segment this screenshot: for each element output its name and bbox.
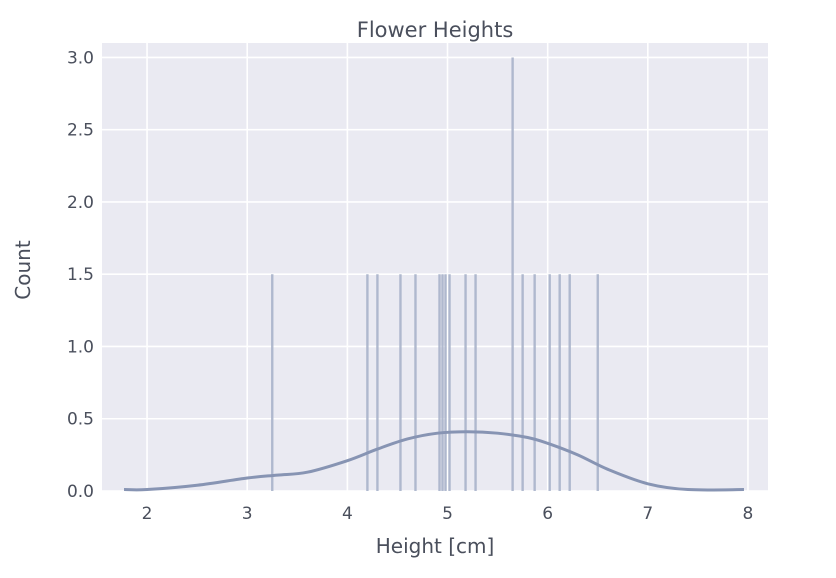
plot-area	[102, 43, 768, 491]
histogram-bar	[511, 57, 514, 492]
histogram-bar	[376, 274, 379, 491]
x-axis-label: Height [cm]	[376, 534, 495, 558]
x-tick-label: 8	[743, 504, 754, 524]
histogram-bar	[548, 274, 551, 491]
x-tick-label: 6	[542, 504, 553, 524]
histogram-bar	[558, 274, 561, 491]
x-tick-label: 2	[142, 504, 153, 524]
histogram-bar	[596, 274, 599, 491]
histogram-bar	[533, 274, 536, 491]
y-tick-label: 0.0	[67, 482, 94, 502]
x-tick-label: 5	[442, 504, 453, 524]
y-tick-label: 2.0	[67, 193, 94, 213]
chart-title: Flower Heights	[357, 18, 514, 42]
histogram-bar	[474, 274, 477, 491]
y-tick-label: 3.0	[67, 48, 94, 68]
histogram-bar	[271, 274, 274, 491]
histogram-bar	[366, 274, 369, 491]
y-tick-label: 2.5	[67, 121, 94, 141]
histogram-bar	[448, 274, 451, 491]
y-axis-label: Count	[11, 240, 35, 300]
histogram-bar	[399, 274, 402, 491]
y-tick-label: 1.5	[67, 265, 94, 285]
histogram-bar	[438, 274, 441, 491]
histogram-bar	[568, 274, 571, 491]
x-tick-label: 7	[642, 504, 653, 524]
y-tick-label: 1.0	[67, 337, 94, 357]
kde-curve	[124, 430, 744, 492]
histogram-bar	[444, 274, 447, 491]
histogram-bar	[441, 274, 444, 491]
histogram-bar	[414, 274, 417, 491]
y-tick-labels: 0.0 0.5 1.0 1.5 2.0 2.5 3.0	[67, 48, 94, 502]
histogram-bar	[521, 274, 524, 491]
x-tick-label: 4	[342, 504, 353, 524]
x-tick-label: 3	[242, 504, 253, 524]
histogram-bars	[271, 57, 599, 492]
grid-lines	[102, 43, 768, 492]
x-tick-labels: 2 3 4 5 6 7 8	[142, 504, 754, 524]
y-tick-label: 0.5	[67, 410, 94, 430]
histogram-bar	[464, 274, 467, 491]
